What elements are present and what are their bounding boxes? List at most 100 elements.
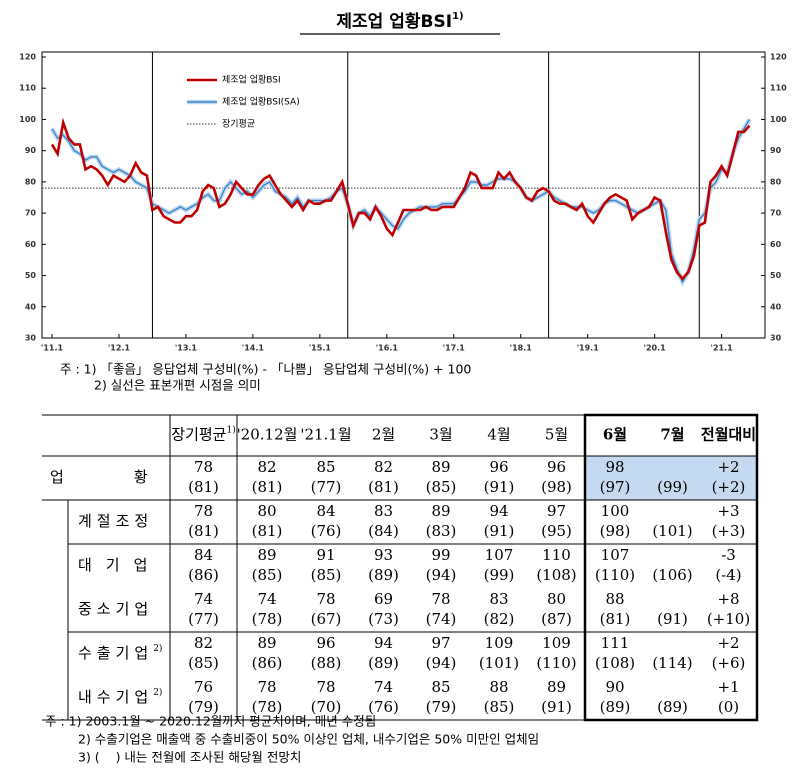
table-box — [583, 413, 759, 722]
cell-forecast: (78) — [252, 610, 283, 628]
y-tick-label: 80 — [25, 177, 37, 186]
cell-value: +3 — [717, 502, 739, 520]
cell-forecast: (110) — [536, 654, 576, 672]
cell-value: 78 — [316, 590, 335, 608]
row-label: 대기업 — [78, 556, 161, 574]
cell-forecast: (84) — [368, 522, 399, 540]
cell-forecast: (98) — [600, 522, 631, 540]
cell-forecast: (85) — [484, 698, 515, 716]
row-label: 계절조정 — [78, 512, 153, 530]
cell-forecast: (81) — [188, 522, 219, 540]
cell-forecast: (114) — [652, 654, 692, 672]
row-label-note: 2) — [153, 643, 162, 654]
cell-forecast: (67) — [311, 610, 342, 628]
cell-forecast: (97) — [600, 478, 631, 496]
cell-value: +2 — [717, 634, 739, 652]
highlight-cell — [585, 456, 757, 500]
row-label-note: 2) — [153, 687, 162, 698]
column-header: '21.1월 — [300, 426, 351, 444]
y-tick-label: 30 — [25, 334, 37, 343]
cell-forecast: (73) — [368, 610, 399, 628]
cell-value: 93 — [374, 546, 393, 564]
row-label: 내수기업2) — [78, 687, 162, 707]
cell-forecast: (81) — [188, 478, 219, 496]
cell-value: 97 — [431, 634, 450, 652]
cell-value: 85 — [316, 458, 335, 476]
y-tick-label: 40 — [25, 302, 37, 311]
cell-forecast: (79) — [188, 698, 219, 716]
cell-value: 94 — [374, 634, 393, 652]
y2-tick-label: 100 — [770, 115, 787, 124]
x-tick-label: '13.1 — [175, 344, 198, 353]
column-header: '20.12월 — [237, 426, 298, 444]
cell-value: 89 — [257, 634, 276, 652]
cell-value: 74 — [194, 590, 213, 608]
cell-value: 88 — [489, 678, 508, 696]
x-tick-label: '12.1 — [108, 344, 131, 353]
cell-value: +8 — [717, 590, 739, 608]
cell-forecast: (+6) — [712, 654, 746, 672]
row-label-text: 대기업 — [78, 556, 161, 574]
cell-forecast: (+10) — [707, 610, 750, 628]
column-header-text: 5월 — [545, 426, 568, 444]
cell-forecast: (95) — [541, 522, 572, 540]
cell-forecast: (106) — [652, 566, 692, 584]
table-note: 주 : 1) 2003.1월 ~ 2020.12월까지 평균치이며, 매년 수정… — [45, 714, 376, 729]
y2-tick-label: 40 — [770, 302, 782, 311]
column-header-text: '20.12월 — [237, 426, 298, 444]
cell-forecast: (91) — [657, 610, 688, 628]
cell-value: 88 — [605, 590, 624, 608]
y2-tick-label: 90 — [770, 146, 782, 155]
y2-tick-label: 30 — [770, 334, 782, 343]
y2-tick-label: 80 — [770, 177, 782, 186]
column-header-text: 6월 — [603, 426, 627, 444]
x-tick-label: '19.1 — [577, 344, 600, 353]
column-header-text: 4월 — [487, 426, 510, 444]
title-text: 제조업 업황BSI — [336, 12, 452, 32]
cell-forecast: (+2) — [712, 478, 746, 496]
y-tick-label: 50 — [25, 271, 37, 280]
cell-forecast: (89) — [368, 566, 399, 584]
cell-value: 89 — [547, 678, 566, 696]
cell-forecast: (99) — [657, 478, 688, 496]
cell-forecast: (70) — [311, 698, 342, 716]
x-tick-label: '17.1 — [443, 344, 466, 353]
cell-value: 89 — [257, 546, 276, 564]
cell-forecast: (101) — [479, 654, 519, 672]
cell-value: 74 — [374, 678, 393, 696]
column-header: 6월 — [603, 426, 627, 444]
cell-value: 96 — [547, 458, 566, 476]
cell-forecast: (85) — [426, 478, 457, 496]
y-tick-label: 110 — [19, 84, 36, 93]
cell-forecast: (108) — [595, 654, 635, 672]
x-tick-label: '18.1 — [510, 344, 533, 353]
cell-forecast: (+3) — [712, 522, 746, 540]
chart-note: 주 : 1) 「좋음」 응답업체 구성비(%) - 「나쁨」 응답업체 구성비(… — [60, 362, 471, 377]
cell-forecast: (87) — [541, 610, 572, 628]
column-header: 7월 — [660, 426, 684, 444]
cell-forecast: (86) — [252, 654, 283, 672]
cell-value: 107 — [485, 546, 514, 564]
y2-tick-label: 120 — [770, 53, 787, 62]
row-label-text: 업황 — [50, 468, 218, 486]
cell-value: 109 — [485, 634, 514, 652]
cell-value: 80 — [257, 502, 276, 520]
cell-value: 96 — [489, 458, 508, 476]
column-header: 2월 — [372, 426, 395, 444]
row-label-text: 수출기업 — [78, 644, 153, 662]
cell-forecast: (76) — [311, 522, 342, 540]
cell-value: 110 — [542, 546, 571, 564]
cell-forecast: (77) — [311, 478, 342, 496]
cell-value: 91 — [316, 546, 335, 564]
cell-forecast: (81) — [252, 478, 283, 496]
cell-value: 90 — [605, 678, 624, 696]
cell-value: 80 — [547, 590, 566, 608]
y-tick-label: 100 — [19, 115, 36, 124]
cell-value: 76 — [194, 678, 213, 696]
cell-value: 85 — [431, 678, 450, 696]
cell-forecast: (83) — [426, 522, 457, 540]
cell-forecast: (-4) — [715, 566, 741, 584]
series-line — [50, 117, 751, 281]
cell-value: 82 — [194, 634, 213, 652]
